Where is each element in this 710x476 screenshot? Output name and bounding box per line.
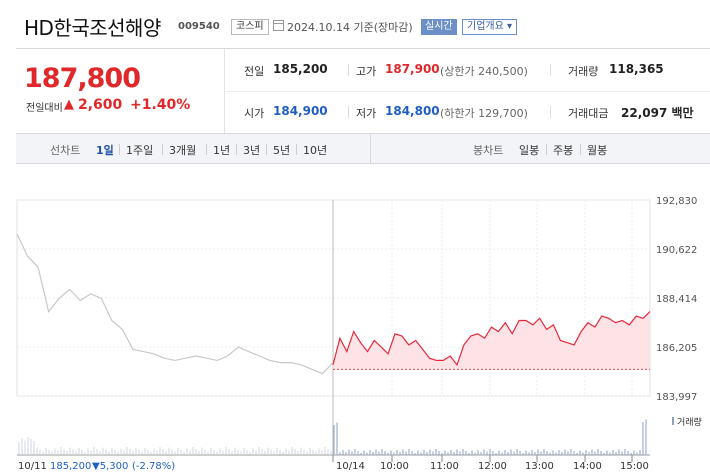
x-tick-label: 12:00 bbox=[478, 461, 507, 472]
tab-separator bbox=[266, 144, 267, 155]
x-tick-label: 13:00 bbox=[525, 461, 554, 472]
x-tick-label: 14:00 bbox=[573, 461, 602, 472]
y-tick-label: 186,205 bbox=[656, 343, 697, 354]
tab-separator bbox=[162, 144, 163, 155]
tab-separator bbox=[236, 144, 237, 155]
today-series bbox=[332, 311, 651, 370]
company-overview-dropdown[interactable]: 기업개요 ▾ bbox=[462, 19, 517, 35]
prev-day-close: 185,200 bbox=[50, 461, 91, 472]
high-value: 187,900 bbox=[385, 62, 440, 76]
change-value: 2,600 bbox=[78, 97, 123, 113]
summary-row-divider bbox=[224, 91, 710, 92]
tab-10year[interactable]: 10년 bbox=[303, 144, 328, 157]
prev-day-line bbox=[16, 233, 334, 375]
y-tick-label: 192,830 bbox=[656, 196, 697, 207]
prev-close-value: 185,200 bbox=[273, 62, 328, 76]
tab-separator bbox=[119, 144, 120, 155]
price-summary: 187,800 전일대비 ▲ 2,600 +1.40% 전일 185,200 고… bbox=[16, 48, 710, 134]
realtime-button[interactable]: 실시간 bbox=[421, 19, 457, 35]
open-value: 184,900 bbox=[273, 104, 328, 118]
y-tick-label: 188,414 bbox=[656, 294, 697, 305]
chart-labels: 192,830 190,622 188,414 186,205 183,997 10/14… bbox=[18, 196, 702, 472]
volume-bars bbox=[18, 419, 647, 455]
lower-limit: (하한가 129,700) bbox=[440, 107, 528, 120]
low-value: 184,800 bbox=[385, 104, 440, 118]
base-date: 2024.10.14 기준(장마감) bbox=[287, 21, 413, 34]
cell-separator bbox=[550, 106, 551, 118]
tab-monthly[interactable]: 월봉 bbox=[587, 144, 608, 157]
tab-weekly[interactable]: 주봉 bbox=[553, 144, 574, 157]
prev-day-date: 10/11 bbox=[18, 461, 47, 472]
cell-separator bbox=[348, 64, 349, 76]
price-chart: 192,830 190,622 188,414 186,205 183,997 10/14… bbox=[16, 196, 702, 472]
tab-separator bbox=[580, 144, 581, 155]
y-tick-label: 190,622 bbox=[656, 245, 697, 256]
prev-day-change-pct: (-2.78%) bbox=[132, 461, 175, 472]
stock-code: 009540 bbox=[178, 21, 220, 32]
volume-legend-swatch bbox=[672, 417, 674, 425]
trade-amount-label: 거래대금 bbox=[568, 107, 609, 120]
tab-separator bbox=[546, 144, 547, 155]
x-tick-label: 11:00 bbox=[430, 461, 459, 472]
tab-separator bbox=[206, 144, 207, 155]
change-percent: +1.40% bbox=[130, 97, 191, 113]
y-tick-label: 183,997 bbox=[656, 392, 697, 403]
tab-daily[interactable]: 일봉 bbox=[519, 144, 540, 157]
volume-value: 118,365 bbox=[609, 62, 664, 76]
today-area bbox=[333, 311, 650, 370]
market-badge: 코스피 bbox=[231, 19, 269, 35]
volume-label: 거래량 bbox=[568, 65, 599, 78]
cell-separator bbox=[550, 64, 551, 76]
prev-day-change: ▼5,300 bbox=[92, 461, 128, 472]
cell-separator bbox=[348, 106, 349, 118]
tab-1year[interactable]: 1년 bbox=[213, 144, 231, 157]
tab-separator bbox=[296, 144, 297, 155]
chart-tabs: 선차트 1일 1주일 3개월 1년 3년 5년 10년 봉차트 일봉 주봉 월봉 bbox=[16, 134, 710, 164]
upper-limit: (상한가 240,500) bbox=[440, 65, 528, 78]
tab-1week[interactable]: 1주일 bbox=[126, 144, 154, 157]
today-line bbox=[332, 311, 651, 367]
x-tick-label: 10:00 bbox=[380, 461, 409, 472]
candle-chart-label: 봉차트 bbox=[473, 144, 504, 157]
stock-header: HD한국조선해양 009540 코스피 2024.10.14 기준(장마감) 실… bbox=[0, 0, 710, 48]
tab-3month[interactable]: 3개월 bbox=[169, 144, 197, 157]
calendar-icon bbox=[273, 20, 284, 31]
company-name: HD한국조선해양 bbox=[24, 16, 161, 40]
tab-3year[interactable]: 3년 bbox=[243, 144, 261, 157]
prev-day-series bbox=[16, 233, 334, 375]
current-price: 187,800 bbox=[24, 63, 141, 94]
trade-amount-value: 22,097 백만 bbox=[621, 106, 694, 120]
change-label: 전일대비 bbox=[26, 103, 63, 114]
open-label: 시가 bbox=[244, 107, 265, 120]
up-arrow-icon: ▲ bbox=[64, 97, 74, 112]
x-tick-label: 10/14 bbox=[336, 461, 365, 472]
tab-5year[interactable]: 5년 bbox=[273, 144, 291, 157]
tab-group-divider bbox=[370, 134, 371, 164]
volume-legend-label: 거래량 bbox=[677, 416, 702, 428]
prev-close-label: 전일 bbox=[244, 65, 265, 78]
x-tick-label: 15:00 bbox=[620, 461, 649, 472]
low-label: 저가 bbox=[356, 107, 377, 120]
tab-1day[interactable]: 1일 bbox=[96, 144, 114, 157]
high-label: 고가 bbox=[356, 65, 377, 78]
line-chart-label: 선차트 bbox=[50, 144, 81, 157]
